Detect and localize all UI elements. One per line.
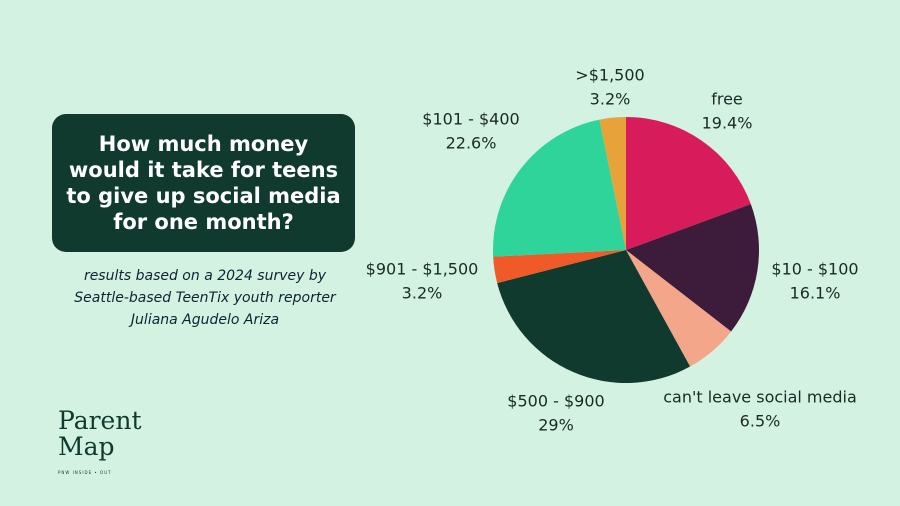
pie-slice (626, 204, 759, 332)
pie-slice (599, 117, 626, 250)
slice-value-label: 22.6% (446, 134, 497, 153)
slice-value-label: 16.1% (790, 284, 841, 303)
pie-slice (493, 119, 626, 257)
logo-tagline: PNW INSIDE • OUT (58, 470, 112, 475)
slice-value-label: 3.2% (402, 284, 443, 303)
slice-label: $10 - $100 (771, 260, 858, 279)
slice-label: >$1,500 (575, 66, 644, 85)
slice-label: $901 - $1,500 (366, 260, 479, 279)
subtitle: results based on a 2024 survey by Seattl… (74, 268, 336, 328)
slice-label: free (711, 90, 743, 109)
slice-value-label: 6.5% (740, 412, 781, 431)
chart-title: How much money would it take for teens t… (66, 132, 341, 234)
logo: Parent Map PNW INSIDE • OUT (58, 408, 142, 486)
slice-value-label: 29% (538, 416, 574, 435)
slice-label: $500 - $900 (507, 392, 604, 411)
pie-slice (493, 250, 626, 284)
logo-line: Parent (58, 406, 142, 435)
title-box: How much money would it take for teens t… (52, 114, 355, 252)
slice-value-label: 3.2% (590, 90, 631, 109)
pie-slice (626, 250, 732, 367)
slice-label: can't leave social media (663, 388, 857, 407)
slice-value-label: 19.4% (702, 114, 753, 133)
pie-slice (626, 117, 751, 250)
pie-slice (497, 250, 691, 384)
slice-label: $101 - $400 (422, 110, 519, 129)
logo-line: Map (58, 432, 115, 461)
